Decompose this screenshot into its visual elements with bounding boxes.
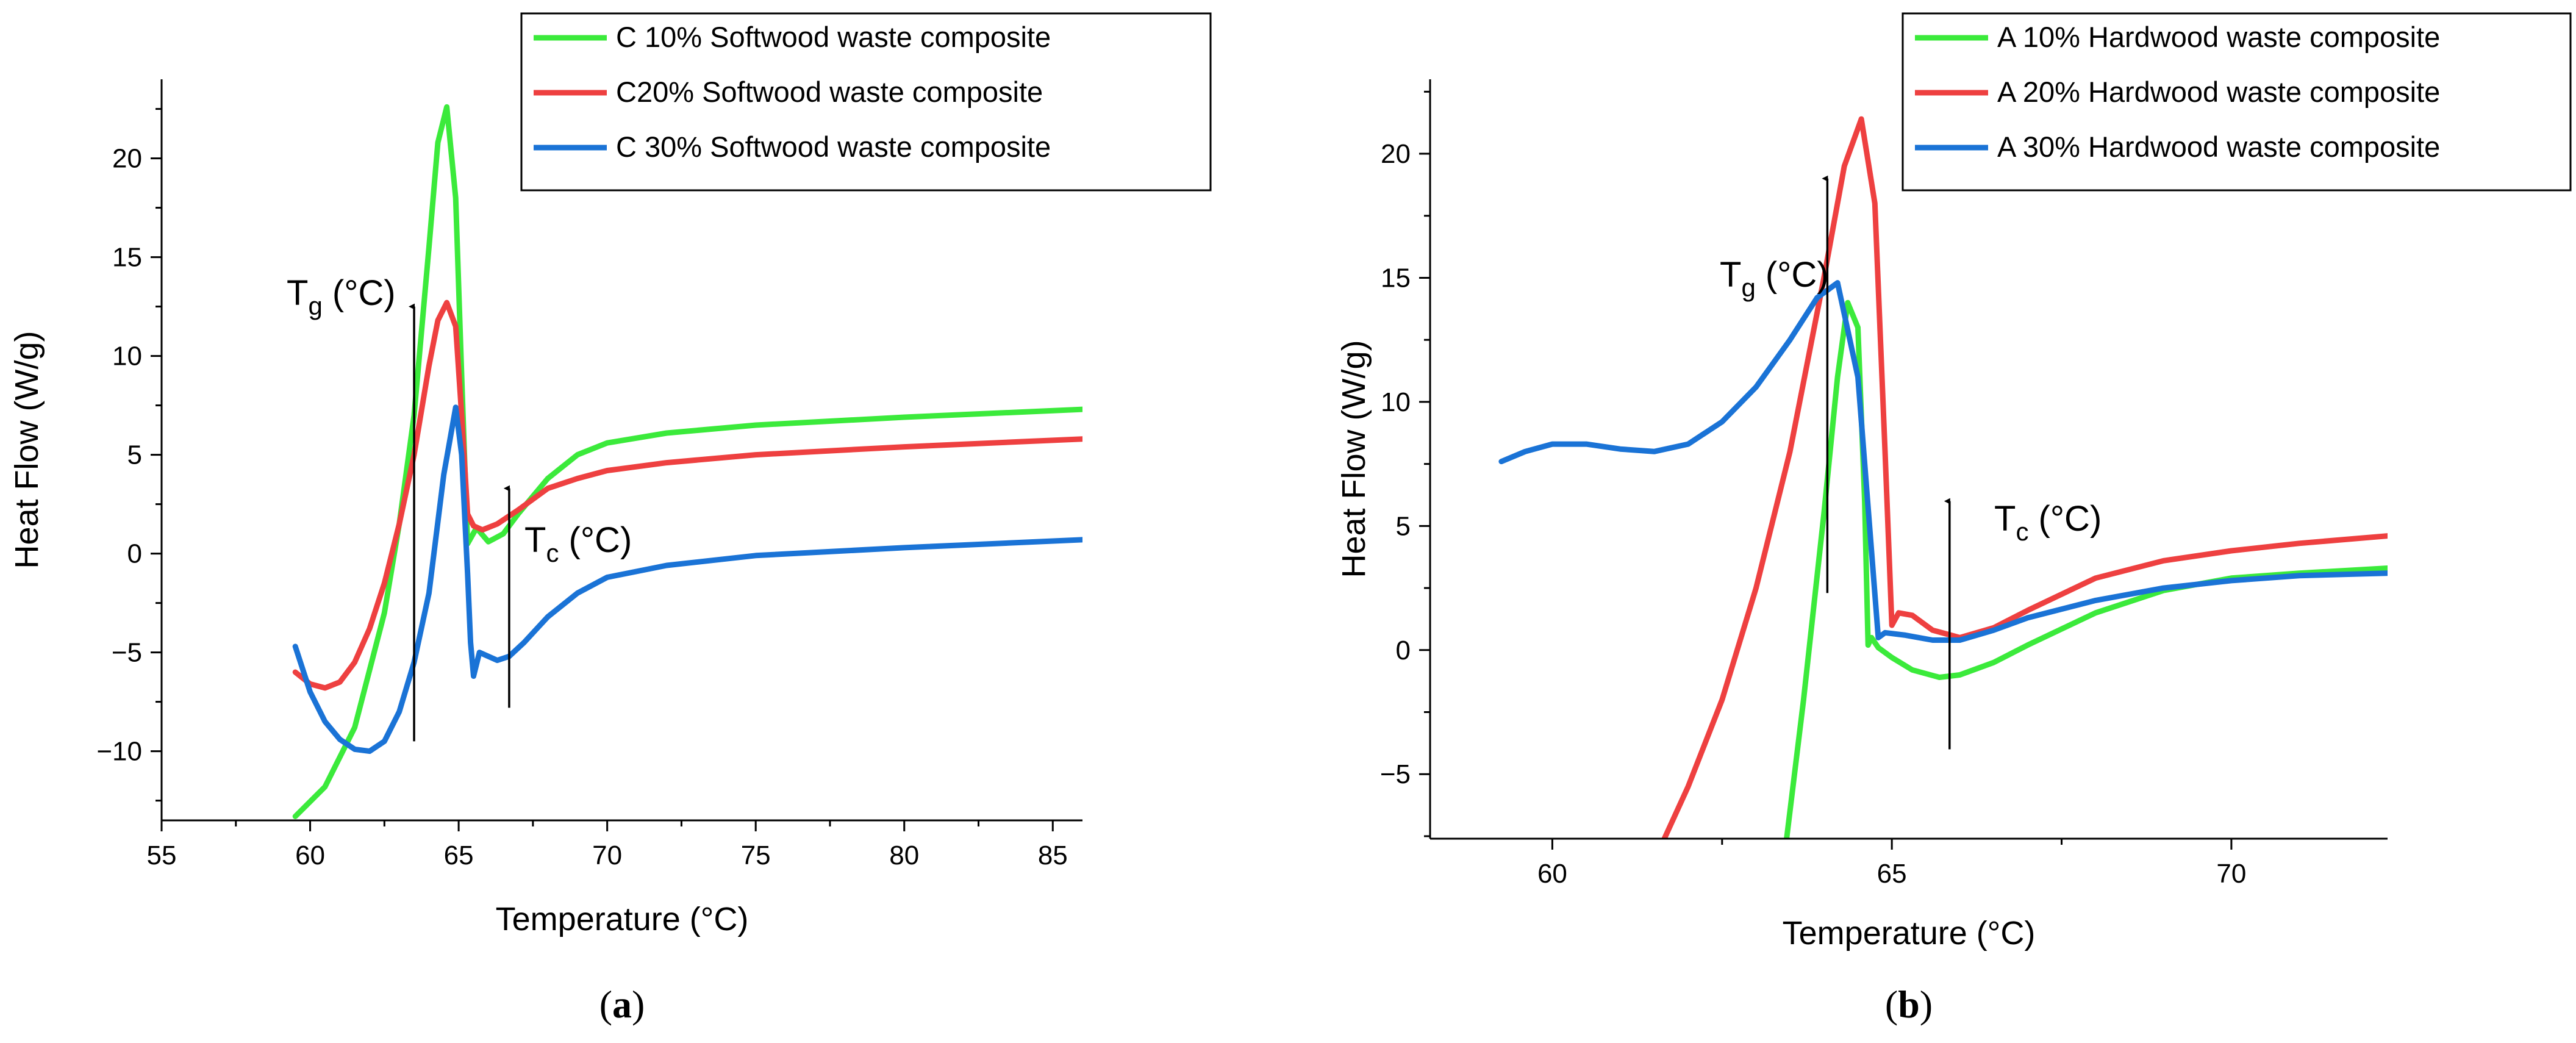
y-tick-label: −5 [1380, 759, 1411, 789]
panel-label: (b) [1885, 983, 1933, 1026]
legend-box [520, 12, 1212, 192]
series-group [292, 104, 1082, 819]
series-line-2 [1661, 116, 2388, 839]
y-axis-title: Heat Flow (W/g) [9, 331, 45, 568]
y-tick-label: 0 [127, 539, 142, 569]
annotation-label-g: Tg (°C) [287, 273, 396, 320]
x-tick-label: 75 [741, 840, 771, 870]
x-tick-label: 65 [444, 840, 474, 870]
annotation-label-g: Tg (°C) [1720, 255, 1829, 302]
annotation-label-c: Tc (°C) [1994, 499, 2102, 546]
series-line-3 [292, 404, 1082, 754]
legend: A 10% Hardwood waste composite A 20% Hard… [1902, 12, 2572, 192]
panel-label: (a) [599, 983, 645, 1026]
legend-label-3: A 30% Hardwood waste composite [1997, 131, 2440, 163]
series-line-1 [1784, 299, 2388, 839]
x-tick-label: 55 [147, 840, 177, 870]
legend-label-2: A 20% Hardwood waste composite [1997, 76, 2440, 108]
y-tick-label: 10 [112, 342, 142, 371]
legend-box [1902, 12, 2572, 192]
x-axis-title: Temperature (°C) [1783, 915, 2036, 952]
legend-label-1: A 10% Hardwood waste composite [1997, 21, 2440, 53]
series-line-2 [292, 299, 1082, 691]
y-tick-label: 20 [1381, 139, 1411, 169]
chart-panel-b: 60 65 70 −5 0 5 10 15 20 Temperature (°C) Heat Flo… [1336, 12, 2572, 1026]
x-tick-label: 60 [295, 840, 325, 870]
x-tick-label: 85 [1038, 840, 1068, 870]
y-tick-label: −10 [96, 737, 142, 767]
series-group [1498, 116, 2388, 839]
y-tick-label: 10 [1381, 387, 1411, 417]
y-tick-label: −5 [112, 638, 142, 668]
y-tick-label: 15 [112, 243, 142, 273]
x-axis-title: Temperature (°C) [496, 901, 749, 937]
series-line-3 [1498, 280, 2388, 643]
y-tick-label: 5 [127, 440, 142, 470]
x-tick-label: 65 [1877, 859, 1907, 889]
x-tick-label: 70 [2216, 859, 2246, 889]
legend-label-2: C20% Softwood waste composite [616, 76, 1043, 108]
annotation-label-c: Tc (°C) [524, 520, 632, 567]
x-tick-label: 60 [1537, 859, 1567, 889]
legend: C 10% Softwood waste composite C20% Softw… [520, 12, 1212, 192]
y-tick-label: 5 [1396, 511, 1411, 541]
y-axis-title: Heat Flow (W/g) [1336, 340, 1372, 578]
x-tick-label: 80 [889, 840, 919, 870]
y-tick-label: 0 [1396, 636, 1411, 665]
x-tick-label: 70 [592, 840, 622, 870]
legend-label-1: C 10% Softwood waste composite [616, 21, 1051, 53]
y-tick-label: 20 [112, 144, 142, 174]
legend-label-3: C 30% Softwood waste composite [616, 131, 1051, 163]
chart-panel-a: 55 60 65 70 75 80 85 −10 −5 0 5 10 15 20 Temperature (… [9, 12, 1212, 1026]
y-tick-label: 15 [1381, 263, 1411, 293]
